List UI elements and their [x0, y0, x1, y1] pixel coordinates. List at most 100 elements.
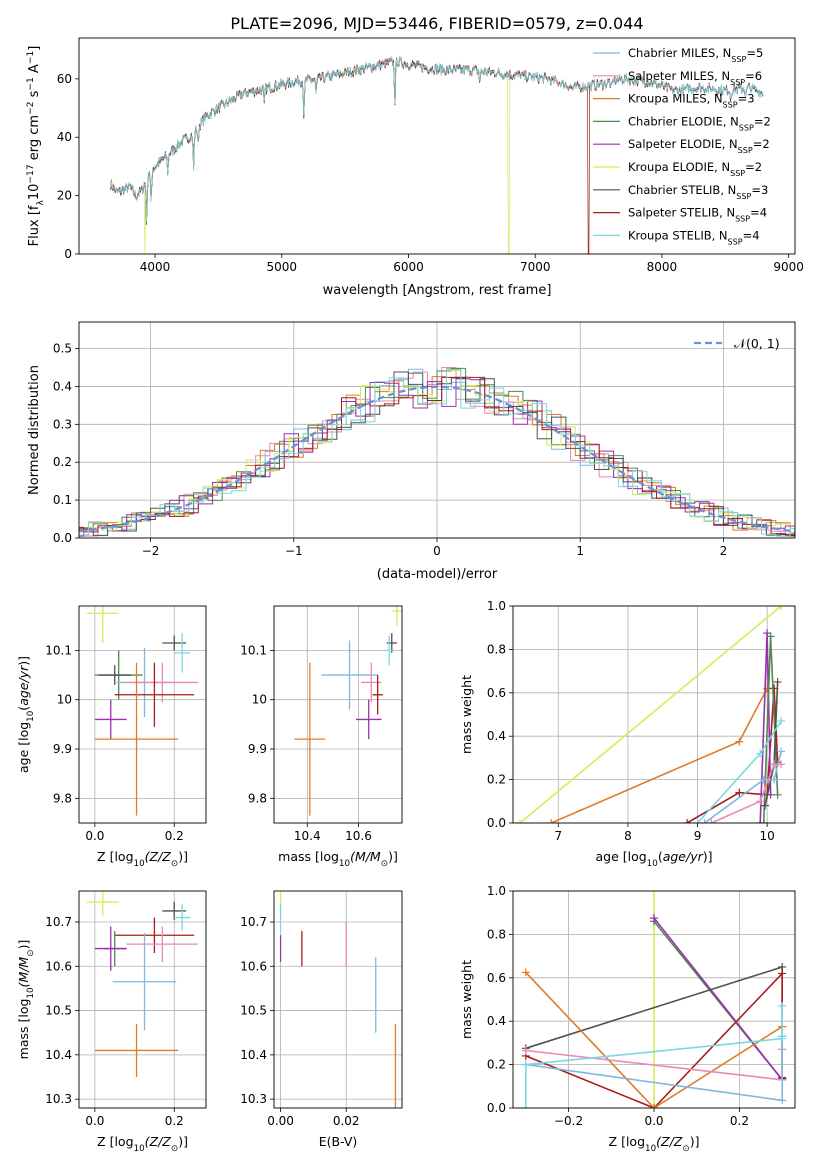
x-tick-label: 0	[433, 544, 441, 558]
y-tick-label: 10.6	[45, 959, 72, 973]
x-axis-label: E(B-V)	[319, 1134, 358, 1149]
y-tick-label: 9.8	[53, 791, 72, 805]
weight-marker	[766, 632, 775, 641]
residuals-panel: −2 −1 0 1 2 0.0 0.1 0.2 0.3 0.4 0.5 𝒩(0, 1) (data-mo…	[27, 321, 796, 582]
axes-frame	[273, 605, 403, 824]
weight-marker	[778, 969, 787, 978]
weight-marker	[521, 968, 530, 977]
y-tick-label: 10.6	[240, 959, 267, 973]
axes-frame	[78, 37, 796, 255]
histogram-salpeter-stelib	[79, 376, 795, 536]
y-tick-label: 0.5	[53, 342, 72, 356]
weight-marker	[521, 1060, 530, 1069]
x-tick-label: 0.00	[267, 1114, 294, 1128]
plot-layer: 4000 5000 6000 7000 8000 90000204060Chabrier …	[16, 37, 804, 1154]
weight-marker	[756, 749, 765, 758]
y-tick-label: 10.3	[240, 1092, 267, 1106]
x-tick-label: 7000	[520, 260, 551, 274]
y-tick-label: 40	[57, 130, 72, 144]
x-tick-label: 10.6	[345, 829, 372, 843]
x-axis-label: Z [log10(Z/Z⊙)]	[97, 1134, 188, 1154]
axes-frame	[273, 890, 403, 1109]
y-tick-label: 0	[64, 247, 72, 261]
y-axis-label: Normed distribution	[27, 365, 42, 495]
x-tick-label: 8	[624, 829, 632, 843]
x-tick-label: 0.0	[85, 1114, 104, 1128]
massweight-vs-Z-panel: −0.2 0.0 0.2 0.0 0.2 0.4 0.6 0.8 1.0 Z [log10(Z/Z…	[459, 884, 796, 1154]
age-vs-Z-panel: 0.0 0.2 9.8 9.9 10 10.1 Z [log10(Z/Z⊙)] age [lo…	[16, 605, 207, 869]
spectrum-salpeter-stelib	[110, 56, 764, 254]
y-tick-label: 0.3	[53, 417, 72, 431]
weight-marker	[650, 891, 658, 895]
spectrum-kroupa-stelib	[110, 56, 764, 223]
y-tick-label: 1.0	[487, 884, 506, 898]
weight-marker	[650, 1104, 658, 1108]
y-axis-label: age [log10(age/yr)]	[16, 656, 36, 773]
massweight-vs-age-panel: 7 8 9 10 0.0 0.2 0.4 0.6 0.8 1.0 age [log10(age/yr…	[459, 599, 796, 869]
x-tick-label: 0.0	[644, 1114, 663, 1128]
weight-line-kroupa-miles	[525, 971, 783, 1108]
weight-marker	[735, 737, 744, 746]
weight-marker	[515, 819, 524, 823]
weight-marker	[756, 819, 765, 823]
normal-curve	[78, 385, 796, 533]
x-tick-label: 5000	[266, 260, 297, 274]
weight-line-kroupa-stelib	[524, 1006, 784, 1108]
y-tick-label: 0.0	[53, 531, 72, 545]
x-axis-label: wavelength [Angstrom, rest frame]	[323, 283, 552, 298]
y-tick-label: 20	[57, 189, 72, 203]
weight-marker	[683, 819, 692, 823]
x-tick-label: 0.02	[333, 1114, 360, 1128]
weight-marker	[773, 790, 782, 799]
y-tick-label: 0.8	[487, 642, 506, 656]
weight-marker	[778, 1034, 787, 1043]
y-tick-label: 10	[252, 693, 267, 707]
y-tick-label: 60	[57, 72, 72, 86]
legend-label: Chabrier ELODIE, NSSP=2	[628, 114, 771, 131]
x-tick-label: 10	[760, 829, 775, 843]
x-tick-label: 6000	[393, 260, 424, 274]
y-tick-label: 0.2	[487, 1058, 506, 1072]
legend-label: Kroupa STELIB, NSSP=4	[628, 228, 760, 246]
spectrum-chabrier-elodie	[110, 57, 511, 226]
x-tick-label: 9000	[773, 260, 804, 274]
y-tick-label: 0.2	[487, 773, 506, 787]
x-tick-label: 1	[576, 544, 584, 558]
x-tick-label: −2	[142, 544, 160, 558]
legend-label: Salpeter STELIB, NSSP=4	[628, 206, 767, 224]
y-tick-label: 0.0	[487, 816, 506, 830]
x-tick-label: 0.2	[165, 1114, 184, 1128]
axes-frame	[512, 890, 796, 1109]
y-axis-label: mass [log10(M/M⊙)]	[16, 940, 36, 1060]
weight-marker	[756, 797, 765, 806]
x-tick-label: 7	[554, 829, 562, 843]
y-tick-label: 0.4	[487, 729, 506, 743]
y-tick-label: 10.4	[45, 1048, 72, 1062]
weight-marker	[759, 775, 768, 784]
axes-frame	[78, 890, 207, 1109]
y-tick-label: 9.9	[53, 742, 72, 756]
axes-frame	[78, 605, 207, 824]
x-tick-label: −1	[285, 544, 303, 558]
y-tick-label: 1.0	[487, 599, 506, 613]
y-axis-label: mass weight	[459, 675, 474, 754]
weight-marker	[770, 775, 779, 784]
y-axis-label: Flux [fλ10−17 erg cm−2 s−1 A−1]	[26, 46, 46, 247]
weight-marker	[777, 760, 786, 769]
y-tick-label: 0.0	[487, 1101, 506, 1115]
x-axis-label: Z [log10(Z/Z⊙)]	[97, 849, 188, 869]
weight-marker	[778, 1002, 787, 1011]
x-axis-label: age [log10(age/yr)]	[595, 849, 712, 869]
y-tick-label: 10.7	[240, 915, 267, 929]
x-tick-label: 0.2	[730, 1114, 749, 1128]
weight-marker	[778, 1096, 787, 1105]
age-vs-mass-panel: 10.4 10.6 9.8 9.9 10 10.1 mass [log10(M/M⊙)]	[240, 605, 403, 869]
y-tick-label: 0.4	[487, 1014, 506, 1028]
y-tick-label: 10	[57, 693, 72, 707]
y-tick-label: 0.6	[487, 971, 506, 985]
y-tick-label: 0.4	[53, 379, 72, 393]
legend-label: Salpeter ELODIE, NSSP=2	[628, 137, 770, 155]
x-axis-label: (data-model)/error	[377, 567, 498, 582]
weight-marker	[521, 1104, 530, 1108]
